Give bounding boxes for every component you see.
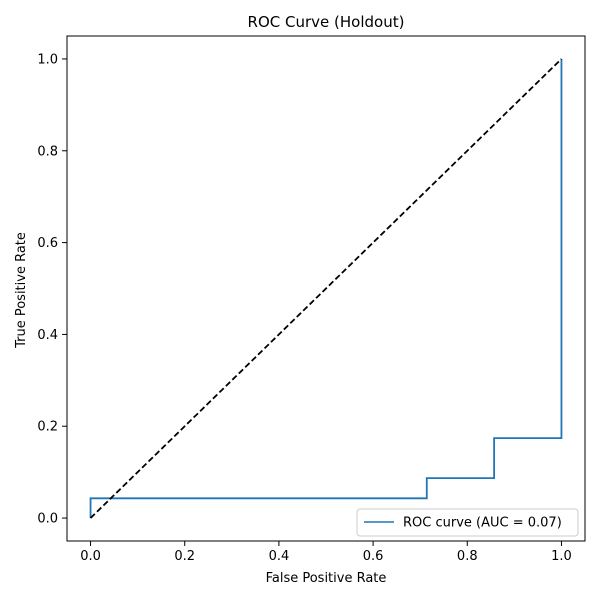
y-tick-label: 0.8 <box>37 144 58 159</box>
x-tick-label: 0.6 <box>363 549 384 564</box>
y-axis-ticks: 0.0 0.2 0.4 0.6 0.8 1.0 <box>37 52 67 527</box>
plot-area <box>66 35 586 542</box>
y-axis-label: True Positive Rate <box>14 232 29 349</box>
chart-title: ROC Curve (Holdout) <box>248 13 405 31</box>
x-tick-label: 0.2 <box>174 549 195 564</box>
y-tick-label: 1.0 <box>37 52 58 67</box>
y-tick-label: 0.2 <box>37 420 58 435</box>
x-tick-label: 0.4 <box>269 549 290 564</box>
roc-curve-line <box>89 58 563 519</box>
y-tick-label: 0.0 <box>37 512 58 527</box>
chance-diagonal-line <box>89 58 563 519</box>
x-tick-label: 1.0 <box>551 549 572 564</box>
x-axis-ticks: 0.0 0.2 0.4 0.6 0.8 1.0 <box>80 541 572 564</box>
legend-label-roc: ROC curve (AUC = 0.07) <box>403 516 562 531</box>
legend-frame <box>356 508 579 537</box>
y-tick-label: 0.4 <box>37 328 58 343</box>
x-tick-label: 0.8 <box>457 549 478 564</box>
x-axis-label: False Positive Rate <box>266 571 387 586</box>
y-tick-label: 0.6 <box>37 236 58 251</box>
axes-frame <box>66 35 586 542</box>
x-tick-label: 0.0 <box>80 549 101 564</box>
legend: ROC curve (AUC = 0.07) <box>356 508 579 537</box>
